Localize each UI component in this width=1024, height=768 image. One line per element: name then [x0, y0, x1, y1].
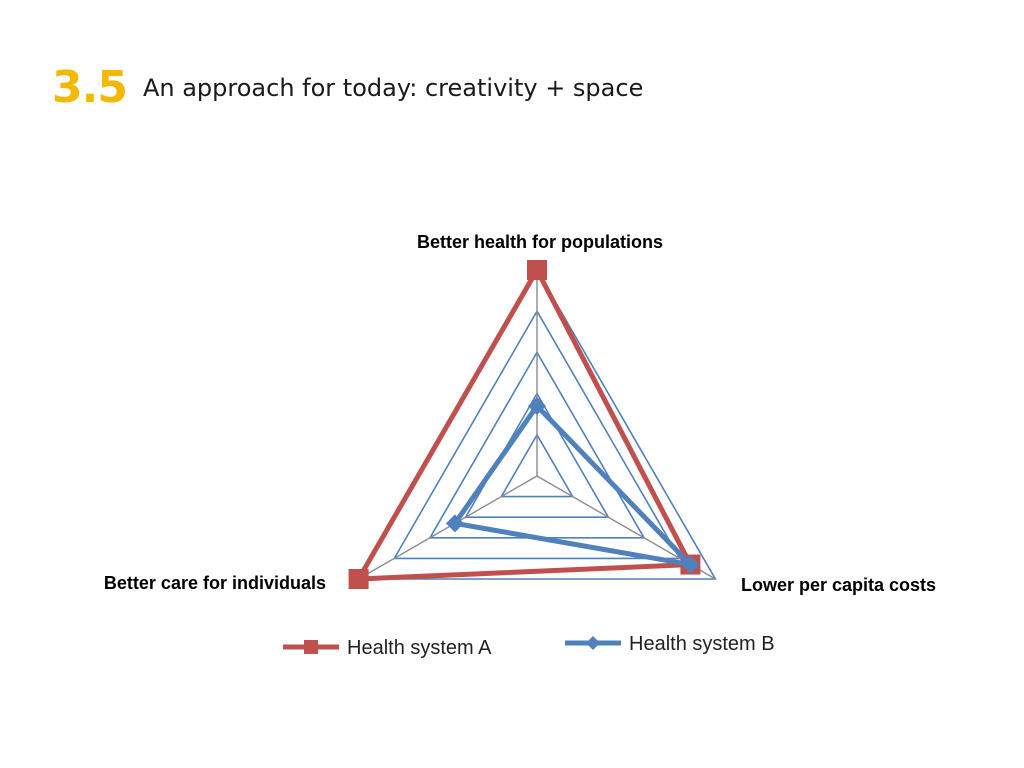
- legend-item: Health system A: [283, 637, 492, 659]
- radar-legend: Health system A Health system B: [283, 633, 775, 659]
- data-point-square: [348, 569, 369, 589]
- legend-label: Health system A: [347, 637, 492, 659]
- data-point-diamond: [528, 396, 546, 415]
- data-point-square: [527, 260, 547, 280]
- radar-spoke: [358, 475, 538, 580]
- series-line: [450, 402, 698, 569]
- axis-label: Better health for populations: [417, 232, 663, 252]
- slide-title: An approach for today: creativity + spac…: [142, 74, 644, 102]
- data-point-diamond: [445, 514, 464, 533]
- axis-label: Lower per capita costs: [741, 575, 936, 595]
- series-a: [348, 260, 701, 589]
- legend-label: Health system B: [629, 633, 775, 655]
- radar-series: [348, 260, 701, 589]
- series-line: [354, 264, 695, 582]
- slide-number: 3.5: [52, 62, 128, 113]
- data-point-diamond: [681, 555, 700, 574]
- legend-marker-diamond: [586, 636, 600, 650]
- axis-label: Better care for individuals: [104, 573, 326, 593]
- radar-ring: [392, 309, 682, 560]
- slide-header: 3.5 An approach for today: creativity + …: [52, 60, 643, 116]
- legend-marker-square: [304, 640, 318, 654]
- radar-ring: [499, 433, 575, 498]
- series-b: [445, 396, 700, 574]
- radar-axis-labels: Better health for populations Lower per c…: [104, 232, 936, 595]
- legend-item: Health system B: [565, 633, 775, 655]
